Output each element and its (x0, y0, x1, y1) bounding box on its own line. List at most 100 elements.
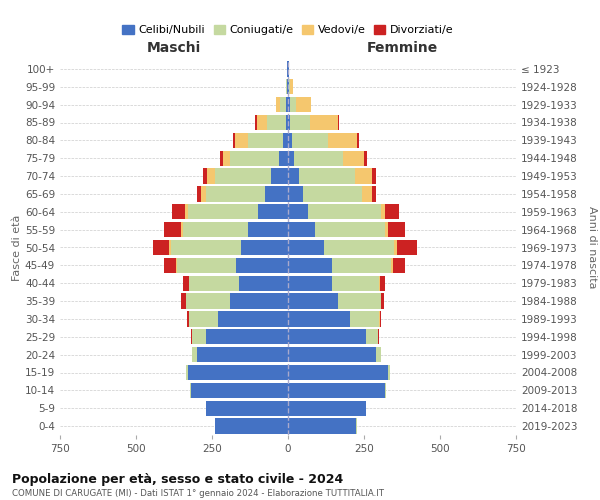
Bar (288, 62, 289, 76)
Bar (290, 97, 296, 112)
Bar (177, 258, 236, 273)
Bar (271, 168, 288, 184)
Bar (218, 312, 288, 326)
Bar (181, 294, 186, 308)
Bar (394, 240, 397, 255)
Bar (308, 204, 381, 220)
Bar (276, 97, 280, 112)
Bar (239, 276, 288, 291)
Bar (328, 133, 357, 148)
Bar (288, 329, 365, 344)
Bar (338, 294, 381, 308)
Bar (153, 240, 169, 255)
Bar (288, 400, 365, 416)
Bar (388, 365, 390, 380)
Bar (206, 329, 288, 344)
Bar (286, 79, 287, 94)
Bar (202, 186, 206, 202)
Bar (362, 186, 371, 202)
Bar (294, 150, 343, 166)
Bar (292, 133, 328, 148)
Bar (288, 276, 332, 291)
Bar (381, 294, 382, 308)
Bar (325, 240, 394, 255)
Bar (188, 276, 189, 291)
Bar (385, 383, 386, 398)
Bar (191, 329, 192, 344)
Bar (381, 204, 385, 220)
Bar (183, 222, 248, 237)
Bar (203, 168, 208, 184)
Bar (371, 168, 376, 184)
Bar (288, 97, 290, 112)
Bar (188, 365, 288, 380)
Bar (279, 150, 288, 166)
Bar (186, 365, 188, 380)
Bar (350, 312, 379, 326)
Bar (288, 347, 376, 362)
Bar (288, 133, 292, 148)
Text: Maschi: Maschi (147, 40, 201, 54)
Bar (288, 240, 325, 255)
Y-axis label: Anni di nascita: Anni di nascita (587, 206, 597, 289)
Bar (303, 186, 362, 202)
Bar (310, 115, 338, 130)
Bar (185, 204, 188, 220)
Bar (192, 347, 197, 362)
Bar (223, 150, 230, 166)
Bar (397, 240, 416, 255)
Bar (189, 312, 218, 326)
Bar (206, 186, 265, 202)
Bar (206, 400, 288, 416)
Bar (236, 258, 288, 273)
Bar (288, 204, 308, 220)
Bar (248, 222, 288, 237)
Bar (280, 97, 286, 112)
Bar (332, 276, 379, 291)
Text: COMUNE DI CARUGATE (MI) - Dati ISTAT 1° gennaio 2024 - Elaborazione TUTTITALIA.I: COMUNE DI CARUGATE (MI) - Dati ISTAT 1° … (12, 489, 384, 498)
Bar (192, 329, 206, 344)
Bar (299, 168, 355, 184)
Bar (164, 258, 176, 273)
Bar (287, 62, 288, 76)
Y-axis label: Fasce di età: Fasce di età (12, 214, 22, 280)
Bar (388, 222, 405, 237)
Bar (286, 97, 288, 112)
Bar (268, 115, 286, 130)
Bar (288, 383, 385, 398)
Bar (248, 133, 283, 148)
Bar (288, 79, 289, 94)
Bar (288, 186, 303, 202)
Bar (188, 204, 257, 220)
Bar (230, 294, 288, 308)
Bar (255, 115, 257, 130)
Bar (391, 258, 392, 273)
Bar (220, 150, 223, 166)
Bar (287, 79, 288, 94)
Bar (364, 150, 367, 166)
Bar (289, 79, 290, 94)
Bar (392, 258, 405, 273)
Bar (355, 168, 371, 184)
Legend: Celibi/Nubili, Coniugati/e, Vedovi/e, Divorziati/e: Celibi/Nubili, Coniugati/e, Vedovi/e, Di… (118, 20, 458, 40)
Bar (241, 240, 288, 255)
Bar (343, 150, 364, 166)
Bar (182, 276, 188, 291)
Bar (172, 204, 185, 220)
Bar (288, 115, 290, 130)
Bar (365, 329, 377, 344)
Bar (382, 294, 385, 308)
Bar (379, 276, 380, 291)
Bar (265, 186, 288, 202)
Bar (288, 418, 356, 434)
Bar (215, 168, 271, 184)
Bar (376, 347, 381, 362)
Bar (290, 115, 310, 130)
Bar (385, 204, 399, 220)
Bar (296, 97, 311, 112)
Bar (164, 222, 181, 237)
Bar (181, 222, 183, 237)
Bar (176, 258, 177, 273)
Bar (171, 240, 241, 255)
Bar (288, 294, 338, 308)
